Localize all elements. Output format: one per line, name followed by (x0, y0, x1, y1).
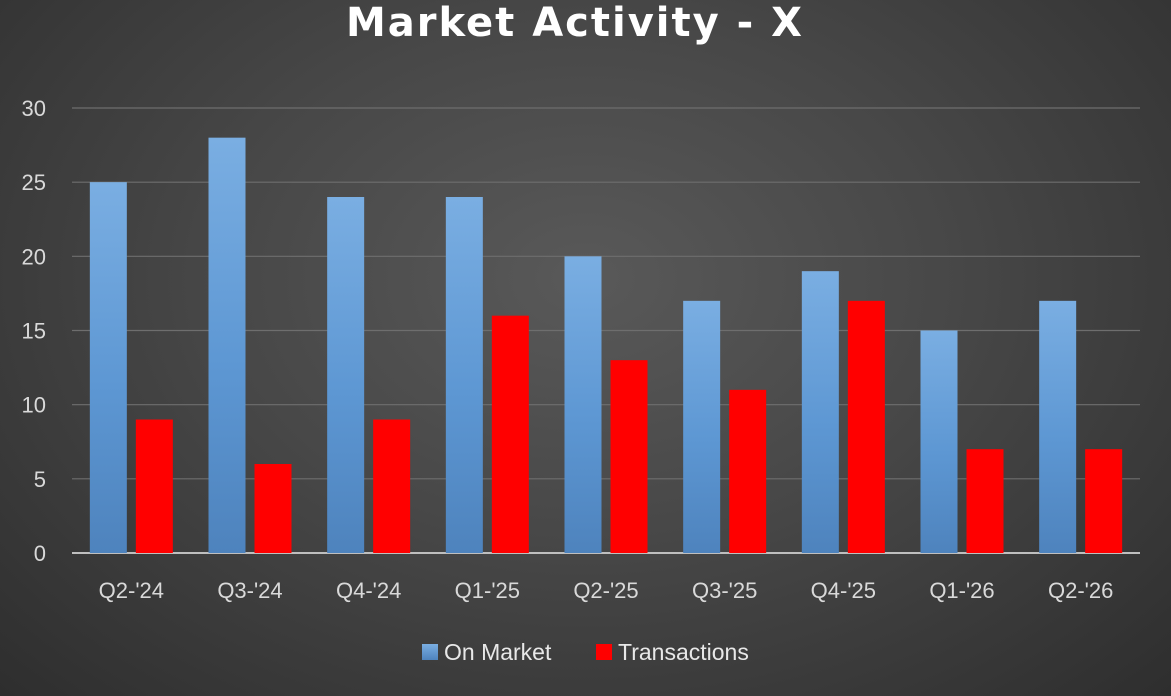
bar-on-market-6 (801, 271, 839, 553)
x-tick-label: Q2-'24 (99, 578, 164, 603)
bar-transactions-5 (729, 389, 767, 553)
legend-swatch-on-market (422, 644, 438, 660)
y-tick-label: 0 (34, 541, 46, 566)
chart-title: Market Activity - X (346, 0, 804, 46)
bar-on-market-2 (327, 197, 365, 553)
bar-transactions-3 (491, 315, 529, 553)
gridlines (72, 107, 1140, 554)
legend: On Market Transactions (422, 639, 749, 665)
bar-transactions-4 (610, 360, 648, 553)
bar-on-market-5 (683, 300, 721, 553)
legend-label-on-market: On Market (444, 639, 552, 665)
y-tick-label: 5 (34, 467, 46, 492)
x-tick-label: Q1-'25 (455, 578, 520, 603)
bar-on-market-1 (208, 137, 246, 553)
x-tick-label: Q3-'25 (692, 578, 757, 603)
bar-transactions-1 (254, 464, 292, 553)
bar-transactions-0 (135, 419, 173, 553)
legend-swatch-transactions (596, 644, 612, 660)
x-axis-ticks: Q2-'24 Q3-'24 Q4-'24 Q1-'25 Q2-'25 Q3-'25 Q4-'… (99, 578, 1114, 603)
x-tick-label: Q1-'26 (929, 578, 994, 603)
x-tick-label: Q2-'26 (1048, 578, 1113, 603)
x-tick-label: Q4-'25 (811, 578, 876, 603)
bar-transactions-7 (966, 449, 1004, 553)
bar-on-market-8 (1039, 300, 1077, 553)
bar-on-market-0 (89, 182, 127, 553)
x-tick-label: Q4-'24 (336, 578, 401, 603)
bars (89, 137, 1123, 553)
bar-transactions-6 (847, 300, 885, 553)
y-tick-label: 25 (22, 170, 46, 195)
bar-transactions-2 (373, 419, 411, 553)
y-axis-ticks: 0 5 10 15 20 25 30 (22, 96, 46, 566)
bar-transactions-8 (1085, 449, 1123, 553)
bar-on-market-4 (564, 256, 602, 553)
x-tick-label: Q2-'25 (573, 578, 638, 603)
y-tick-label: 15 (22, 319, 46, 344)
x-tick-label: Q3-'24 (217, 578, 282, 603)
legend-label-transactions: Transactions (618, 639, 749, 665)
bar-on-market-7 (920, 330, 958, 553)
bar-on-market-3 (445, 197, 483, 553)
y-tick-label: 20 (22, 244, 46, 269)
y-tick-label: 10 (22, 393, 46, 418)
y-tick-label: 30 (22, 96, 46, 121)
